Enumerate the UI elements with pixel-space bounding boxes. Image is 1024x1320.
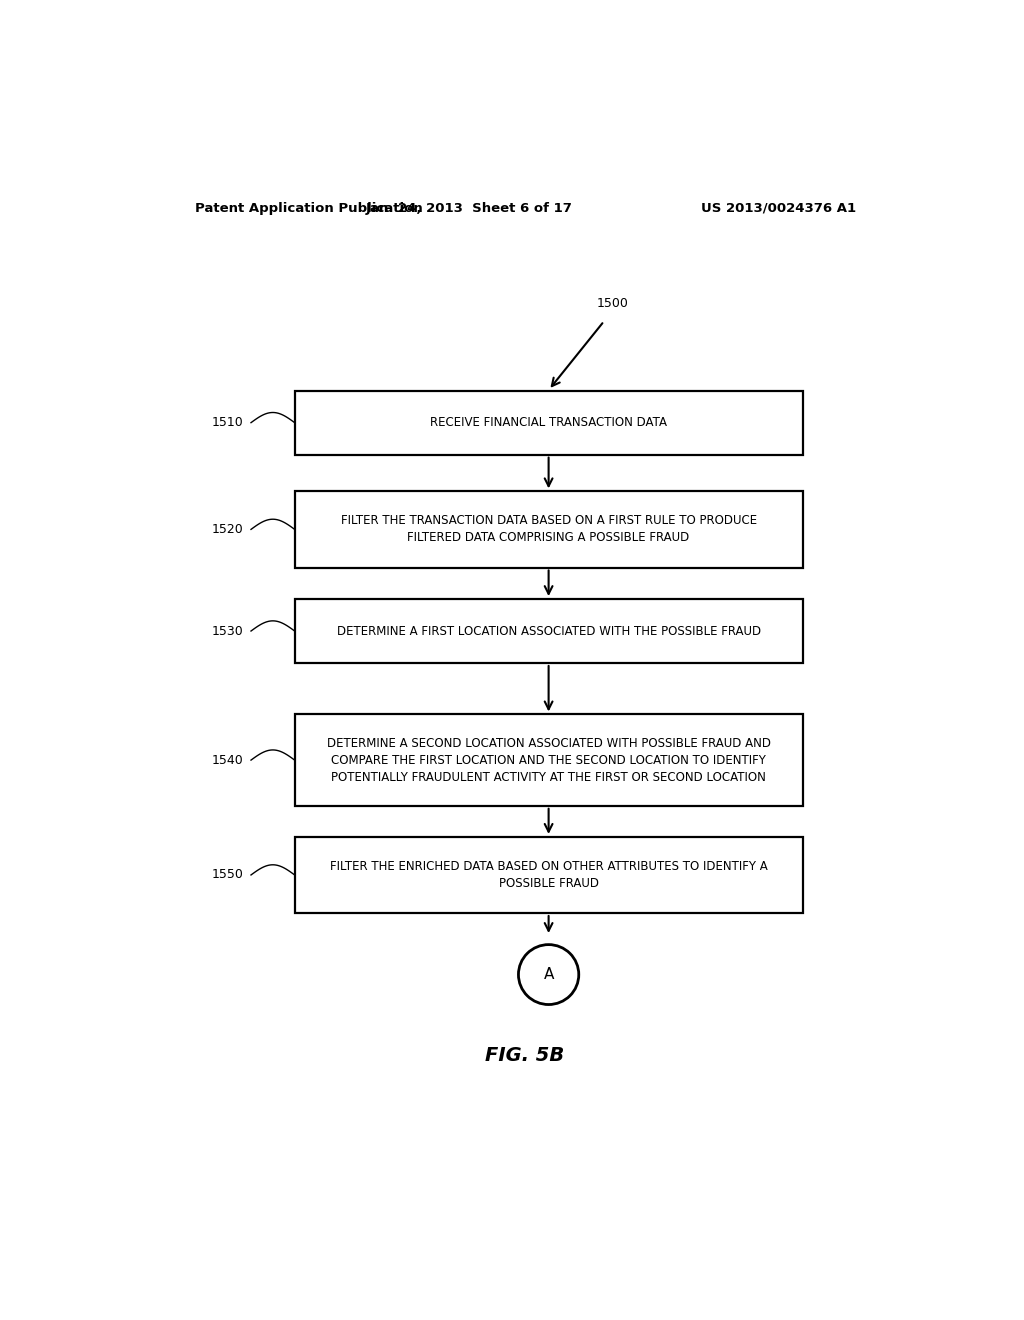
- FancyBboxPatch shape: [295, 599, 803, 663]
- Text: 1540: 1540: [211, 754, 243, 767]
- Ellipse shape: [518, 945, 579, 1005]
- Text: FIG. 5B: FIG. 5B: [485, 1047, 564, 1065]
- Text: 1510: 1510: [211, 416, 243, 429]
- FancyBboxPatch shape: [295, 837, 803, 913]
- Text: DETERMINE A FIRST LOCATION ASSOCIATED WITH THE POSSIBLE FRAUD: DETERMINE A FIRST LOCATION ASSOCIATED WI…: [337, 624, 761, 638]
- FancyBboxPatch shape: [295, 391, 803, 454]
- Text: 1500: 1500: [596, 297, 628, 310]
- FancyBboxPatch shape: [295, 714, 803, 805]
- Text: FILTER THE ENRICHED DATA BASED ON OTHER ATTRIBUTES TO IDENTIFY A
POSSIBLE FRAUD: FILTER THE ENRICHED DATA BASED ON OTHER …: [330, 859, 767, 890]
- Text: 1520: 1520: [211, 523, 243, 536]
- Text: A: A: [544, 968, 554, 982]
- Text: US 2013/0024376 A1: US 2013/0024376 A1: [701, 202, 856, 215]
- Text: 1530: 1530: [211, 624, 243, 638]
- Text: DETERMINE A SECOND LOCATION ASSOCIATED WITH POSSIBLE FRAUD AND
COMPARE THE FIRST: DETERMINE A SECOND LOCATION ASSOCIATED W…: [327, 737, 771, 784]
- Text: 1550: 1550: [211, 869, 243, 882]
- Text: RECEIVE FINANCIAL TRANSACTION DATA: RECEIVE FINANCIAL TRANSACTION DATA: [430, 416, 667, 429]
- Text: Patent Application Publication: Patent Application Publication: [196, 202, 423, 215]
- FancyBboxPatch shape: [295, 491, 803, 568]
- Text: FILTER THE TRANSACTION DATA BASED ON A FIRST RULE TO PRODUCE
FILTERED DATA COMPR: FILTER THE TRANSACTION DATA BASED ON A F…: [341, 515, 757, 544]
- Text: Jan. 24, 2013  Sheet 6 of 17: Jan. 24, 2013 Sheet 6 of 17: [366, 202, 572, 215]
